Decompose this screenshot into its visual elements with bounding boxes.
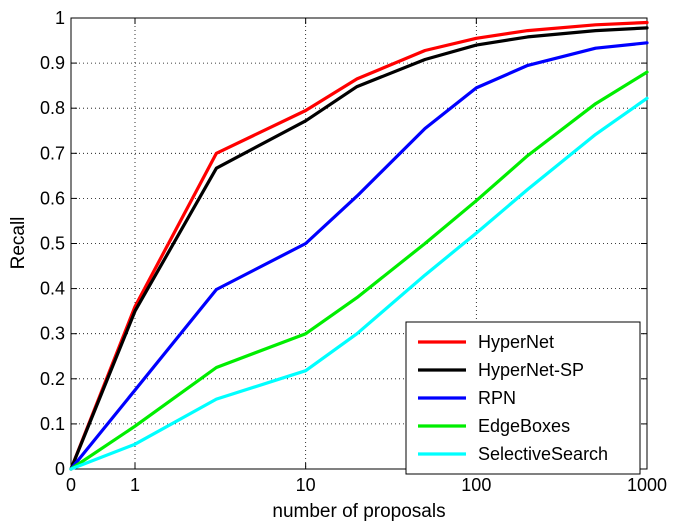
y-axis-label: Recall	[8, 217, 29, 270]
x-axis-label: number of proposals	[272, 501, 445, 522]
x-tick-label: 10	[296, 475, 316, 495]
legend-label-edgeboxes: EdgeBoxes	[478, 416, 570, 436]
y-tick-label: 0.8	[40, 98, 65, 118]
y-tick-label: 0.6	[40, 188, 65, 208]
y-tick-label: 0.2	[40, 369, 65, 389]
series-line-selectivesearch	[69, 96, 649, 471]
legend-label-hypernet-sp: HyperNet-SP	[478, 360, 584, 380]
legend-label-hypernet: HyperNet	[478, 332, 554, 352]
x-tick-label: 1	[130, 475, 140, 495]
series-line-rpn	[69, 41, 649, 471]
legend-label-rpn: RPN	[478, 388, 516, 408]
legend: HyperNet HyperNet-SP RPN EdgeBoxes Selective…	[405, 321, 641, 475]
y-tick-label: 0.5	[40, 234, 65, 254]
x-tick-label: 1000	[627, 475, 667, 495]
y-tick-label: 0.3	[40, 324, 65, 344]
legend-label-selectivesearch: SelectiveSearch	[478, 444, 608, 464]
x-tick-label: 100	[461, 475, 491, 495]
y-tick-label: 0.7	[40, 143, 65, 163]
series-line-hypernet-sp	[69, 26, 649, 471]
series-line-edgeboxes	[69, 70, 649, 471]
y-tick-label: 0	[55, 459, 65, 479]
series-line-hypernet	[69, 20, 649, 471]
axis-ticks: 0 1 10 100 1000 0 0.1 0.2 0.3 0.4 0.5 0.6 0.7 0.8 0.9 1	[40, 8, 667, 495]
series-lines	[69, 20, 649, 471]
y-tick-label: 0.1	[40, 414, 65, 434]
x-tick-label: 0	[66, 475, 76, 495]
y-tick-label: 1	[55, 8, 65, 28]
y-tick-label: 0.4	[40, 279, 65, 299]
y-tick-label: 0.9	[40, 53, 65, 73]
